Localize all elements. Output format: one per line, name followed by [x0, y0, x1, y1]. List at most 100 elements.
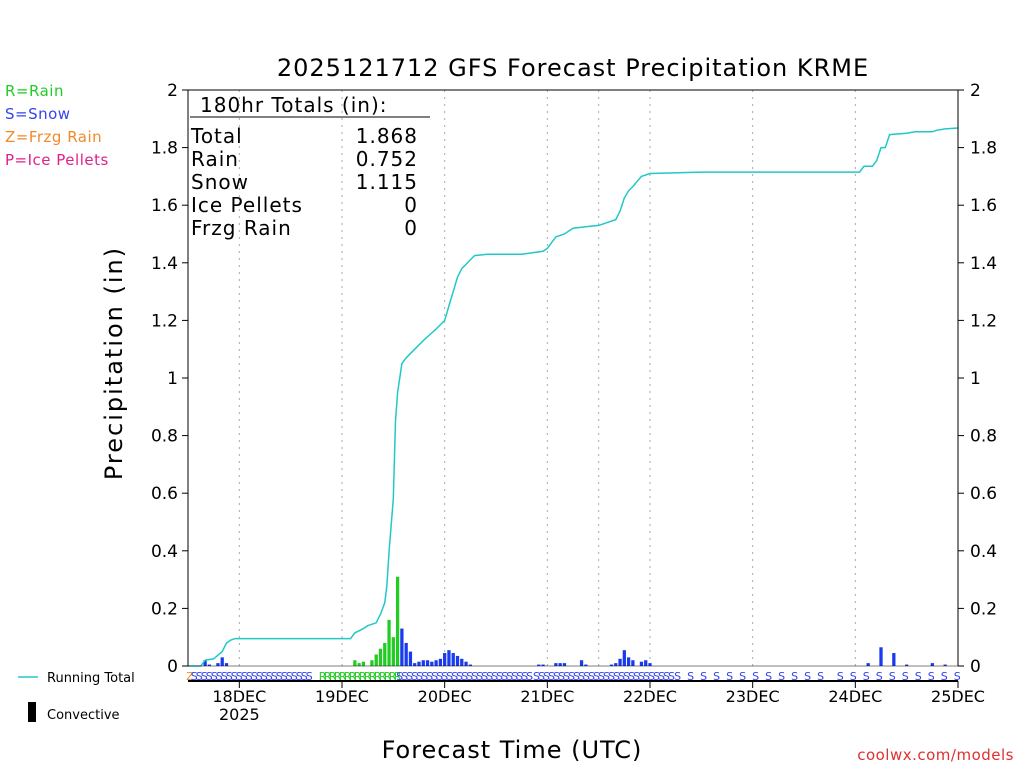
type-strip-letter: S — [618, 670, 625, 683]
type-strip-letter: S — [226, 670, 233, 683]
precip-bar — [421, 660, 425, 666]
precip-bar — [455, 655, 460, 666]
type-strip-letter: S — [648, 670, 655, 683]
type-strip-letter: S — [476, 670, 483, 683]
type-strip-letter: S — [291, 670, 298, 683]
precip-bar — [562, 663, 567, 666]
type-strip-letter: S — [563, 670, 570, 683]
type-strip-letter: S — [850, 670, 857, 683]
type-strip-letter: S — [256, 670, 263, 683]
type-strip-letter: S — [191, 670, 198, 683]
precip-bar — [220, 657, 224, 666]
precip-bar — [417, 661, 421, 666]
y-tick-label: 1 — [167, 369, 178, 389]
type-strip-letter: S — [521, 670, 528, 683]
precip-bar — [216, 663, 220, 666]
precip-bar — [383, 642, 387, 666]
type-strip-letter: S — [236, 670, 243, 683]
precip-bar — [460, 658, 464, 666]
credit-text: coolwx.com/models — [857, 746, 1014, 764]
precip-bar — [378, 648, 383, 666]
precip-bar — [892, 653, 896, 666]
type-strip-letter: S — [481, 670, 488, 683]
x-tick-label: 18DEC — [212, 687, 266, 706]
type-strip-letter: S — [216, 670, 223, 683]
precip-bar — [395, 576, 400, 666]
precip-bar — [558, 663, 562, 666]
y-tick-label-right: 0.8 — [970, 427, 997, 447]
y-tick-label: 0.4 — [151, 542, 178, 562]
y-tick-label-right: 1.6 — [970, 196, 997, 216]
type-strip-letter: S — [286, 670, 293, 683]
type-strip-letter: R — [364, 670, 372, 683]
type-strip-letter: S — [633, 670, 640, 683]
y-tick-label-right: 1.2 — [970, 311, 997, 331]
y-tick-label: 0.8 — [151, 427, 178, 447]
totals-row-label: Snow — [191, 170, 249, 194]
type-strip-letter: S — [876, 670, 883, 683]
type-strip-letter: S — [543, 670, 550, 683]
type-strip-letter: R — [339, 670, 347, 683]
precip-bar — [408, 651, 413, 666]
type-strip-letter: S — [954, 670, 961, 683]
precip-bar — [639, 661, 644, 666]
type-strip-letter: S — [496, 670, 503, 683]
precip-bar — [622, 650, 626, 666]
type-strip-letter: S — [583, 670, 590, 683]
type-strip-letter: R — [329, 670, 337, 683]
type-strip-letter: S — [231, 670, 238, 683]
precip-bar — [438, 658, 443, 666]
type-strip-letter: S — [471, 670, 478, 683]
type-strip-letter: S — [221, 670, 228, 683]
type-strip-letter: S — [568, 670, 575, 683]
type-strip-letter: S — [276, 670, 283, 683]
type-strip-letter: S — [687, 670, 694, 683]
type-strip-letter: R — [394, 670, 402, 683]
type-strip-letter: S — [456, 670, 463, 683]
type-strip-letter: S — [593, 670, 600, 683]
totals-row-value: 0 — [404, 193, 418, 217]
type-strip-letter: S — [817, 670, 824, 683]
precip-bar — [644, 660, 648, 666]
type-strip-letter: S — [941, 670, 948, 683]
type-strip-letter: S — [516, 670, 523, 683]
y-tick-label-right: 0.2 — [970, 599, 997, 619]
type-strip-letter: S — [553, 670, 560, 683]
precip-bar — [353, 660, 357, 666]
type-strip-letter: S — [451, 670, 458, 683]
precip-bar — [554, 663, 558, 666]
precip-bar — [357, 663, 361, 666]
x-tick-label: 21DEC — [520, 687, 574, 706]
precip-bar — [387, 619, 391, 666]
type-strip-letter: S — [401, 670, 408, 683]
type-strip-letter: S — [578, 670, 585, 683]
type-strip-letter: S — [668, 670, 675, 683]
precip-bar — [537, 664, 541, 666]
type-strip-letter: S — [558, 670, 565, 683]
precip-bars — [203, 576, 947, 666]
type-strip-letter: S — [533, 670, 540, 683]
precip-bar — [413, 663, 417, 666]
running-total-line — [188, 127, 959, 667]
x-tick-label: 23DEC — [726, 687, 780, 706]
totals-row-label: Rain — [191, 147, 239, 171]
precip-bar — [434, 660, 438, 666]
precip-bar — [391, 637, 395, 666]
type-strip-letter: S — [613, 670, 620, 683]
grid-lines — [238, 90, 856, 666]
totals-row-label: Total — [190, 124, 243, 148]
precip-bar — [626, 657, 631, 666]
y-tick-label-right: 1.8 — [970, 139, 997, 159]
precip-bar — [447, 650, 451, 666]
type-strip-letter: S — [674, 670, 681, 683]
type-strip-letter: S — [726, 670, 733, 683]
type-strip-letter: S — [461, 670, 468, 683]
type-strip-letter: S — [426, 670, 433, 683]
precip-bar — [430, 661, 434, 666]
precip-bar — [943, 664, 947, 666]
type-strip-letter: S — [241, 670, 248, 683]
y-tick-label: 0.6 — [151, 484, 178, 504]
